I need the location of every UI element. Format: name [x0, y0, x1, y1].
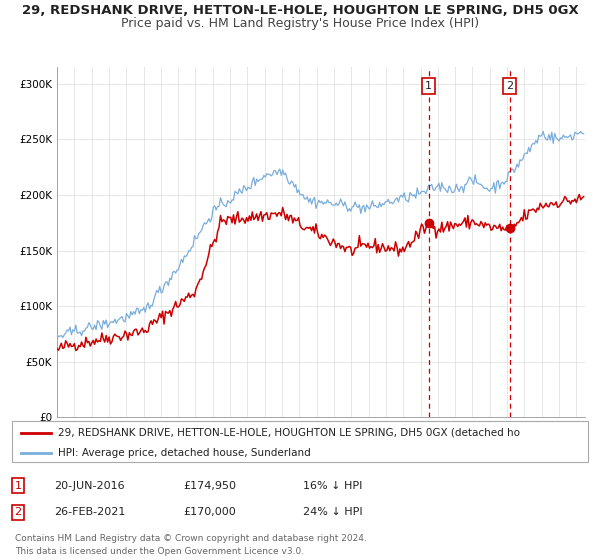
Text: HPI: Average price, detached house, Sunderland: HPI: Average price, detached house, Sund…: [58, 448, 311, 458]
Text: 26-FEB-2021: 26-FEB-2021: [54, 507, 125, 517]
Text: 2: 2: [14, 507, 22, 517]
Text: 2: 2: [506, 81, 513, 91]
Text: £170,000: £170,000: [183, 507, 236, 517]
Text: 1: 1: [425, 81, 432, 91]
Text: Price paid vs. HM Land Registry's House Price Index (HPI): Price paid vs. HM Land Registry's House …: [121, 17, 479, 30]
Text: 29, REDSHANK DRIVE, HETTON-LE-HOLE, HOUGHTON LE SPRING, DH5 0GX (detached ho: 29, REDSHANK DRIVE, HETTON-LE-HOLE, HOUG…: [58, 428, 520, 437]
Text: 29, REDSHANK DRIVE, HETTON-LE-HOLE, HOUGHTON LE SPRING, DH5 0GX: 29, REDSHANK DRIVE, HETTON-LE-HOLE, HOUG…: [22, 4, 578, 17]
Text: This data is licensed under the Open Government Licence v3.0.: This data is licensed under the Open Gov…: [15, 547, 304, 556]
Text: £174,950: £174,950: [183, 480, 236, 491]
Text: 1: 1: [14, 480, 22, 491]
Text: 24% ↓ HPI: 24% ↓ HPI: [303, 507, 362, 517]
Text: 20-JUN-2016: 20-JUN-2016: [54, 480, 125, 491]
Text: Contains HM Land Registry data © Crown copyright and database right 2024.: Contains HM Land Registry data © Crown c…: [15, 534, 367, 543]
Text: 16% ↓ HPI: 16% ↓ HPI: [303, 480, 362, 491]
